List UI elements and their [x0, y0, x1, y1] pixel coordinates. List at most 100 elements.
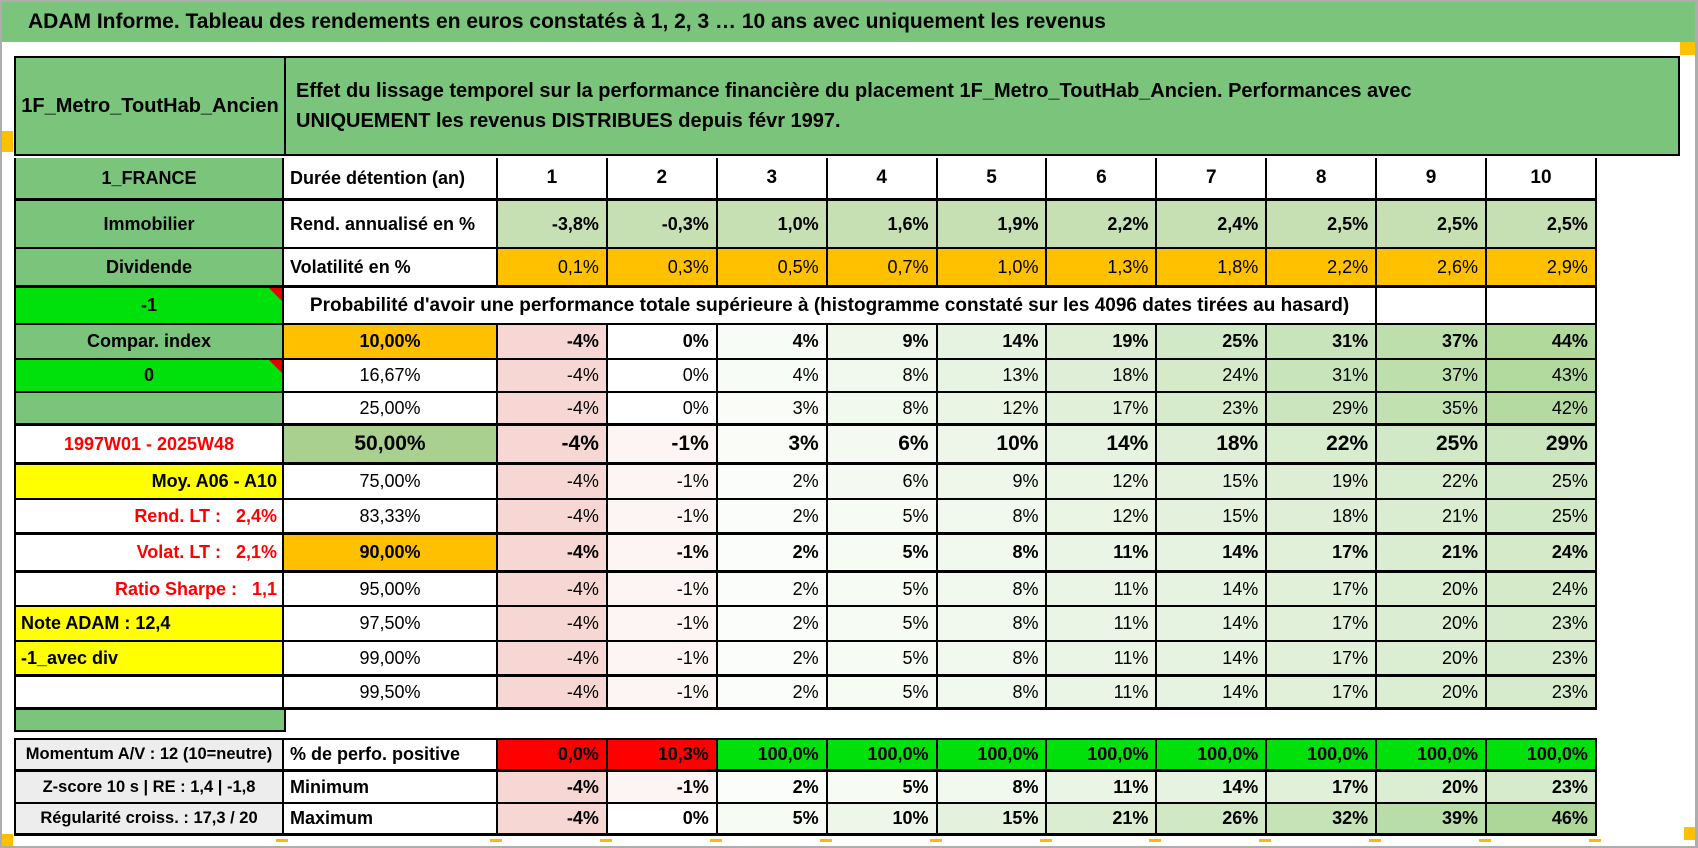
main-label-cell-r11[interactable]: 95,00% [284, 573, 498, 607]
main-data-cell-r1-c6[interactable]: 2,4% [1157, 201, 1268, 249]
main-left-cell-r14[interactable] [14, 677, 284, 710]
main-data-cell-r2-c0[interactable]: 0,1% [498, 249, 608, 288]
main-data-cell-r10-c4[interactable]: 8% [937, 535, 1048, 573]
main-data-cell-r5-c8[interactable]: 37% [1377, 360, 1488, 393]
main-left-cell-r10[interactable]: Volat. LT : 2,1% [14, 535, 284, 573]
bottom-data-cell-r0-c5[interactable]: 100,0% [1047, 740, 1158, 772]
main-data-cell-r6-c0[interactable]: -4% [498, 393, 608, 426]
bottom-data-cell-r0-c9[interactable]: 100,0% [1487, 740, 1597, 772]
main-data-cell-r13-c5[interactable]: 11% [1047, 642, 1158, 677]
main-data-cell-r9-c3[interactable]: 5% [827, 500, 938, 535]
main-label-cell-r5[interactable]: 16,67% [284, 360, 498, 393]
main-data-cell-r2-c5[interactable]: 1,3% [1047, 249, 1158, 288]
bottom-data-cell-r1-c4[interactable]: 8% [937, 772, 1048, 804]
main-data-cell-r12-c4[interactable]: 8% [937, 607, 1048, 642]
main-data-cell-r12-c9[interactable]: 23% [1487, 607, 1597, 642]
main-data-cell-r2-c4[interactable]: 1,0% [937, 249, 1048, 288]
main-data-cell-r6-c4[interactable]: 12% [937, 393, 1048, 426]
main-label-cell-r10[interactable]: 90,00% [284, 535, 498, 573]
main-data-cell-r11-c4[interactable]: 8% [937, 573, 1048, 607]
main-left-cell-r13[interactable]: -1_avec div [14, 642, 284, 677]
main-data-cell-r12-c3[interactable]: 5% [827, 607, 938, 642]
main-data-cell-r2-c3[interactable]: 0,7% [827, 249, 938, 288]
main-data-cell-r6-c1[interactable]: 0% [607, 393, 718, 426]
main-data-cell-r4-c4[interactable]: 14% [937, 325, 1048, 360]
main-data-cell-r14-c0[interactable]: -4% [498, 677, 608, 710]
main-data-cell-r1-c7[interactable]: 2,5% [1267, 201, 1378, 249]
main-data-cell-r6-c5[interactable]: 17% [1047, 393, 1158, 426]
col-header-2[interactable]: 2 [607, 158, 718, 201]
main-label-cell-r14[interactable]: 99,50% [284, 677, 498, 710]
main-data-cell-r1-c4[interactable]: 1,9% [937, 201, 1048, 249]
bottom-data-cell-r2-c5[interactable]: 21% [1047, 804, 1158, 836]
main-data-cell-r10-c7[interactable]: 17% [1267, 535, 1378, 573]
main-data-cell-r9-c6[interactable]: 15% [1157, 500, 1268, 535]
main-left-cell-r3[interactable]: -1 [14, 288, 284, 325]
bottom-data-cell-r1-c6[interactable]: 14% [1157, 772, 1268, 804]
main-data-cell-r7-c9[interactable]: 29% [1487, 426, 1597, 465]
bottom-data-cell-r0-c2[interactable]: 100,0% [717, 740, 828, 772]
col-header-10[interactable]: 10 [1487, 158, 1597, 201]
main-data-cell-r5-c0[interactable]: -4% [498, 360, 608, 393]
main-data-cell-r11-c5[interactable]: 11% [1047, 573, 1158, 607]
main-data-cell-r13-c2[interactable]: 2% [717, 642, 828, 677]
main-data-cell-r4-c6[interactable]: 25% [1157, 325, 1268, 360]
main-data-cell-r10-c3[interactable]: 5% [827, 535, 938, 573]
main-label-cell-r1[interactable]: Rend. annualisé en % [284, 201, 498, 249]
main-data-cell-r8-c3[interactable]: 6% [827, 465, 938, 500]
main-data-cell-r14-c3[interactable]: 5% [827, 677, 938, 710]
main-data-cell-r7-c7[interactable]: 22% [1267, 426, 1378, 465]
col-header-5[interactable]: 5 [937, 158, 1048, 201]
main-data-cell-r12-c1[interactable]: -1% [607, 607, 718, 642]
main-label-cell-r7[interactable]: 50,00% [284, 426, 498, 465]
main-data-cell-r10-c2[interactable]: 2% [717, 535, 828, 573]
main-empty-cell-r3-c0[interactable] [1377, 288, 1488, 325]
main-data-cell-r8-c9[interactable]: 25% [1487, 465, 1597, 500]
main-data-cell-r2-c2[interactable]: 0,5% [717, 249, 828, 288]
col-header-6[interactable]: 6 [1047, 158, 1158, 201]
main-label-cell-r12[interactable]: 97,50% [284, 607, 498, 642]
bottom-data-cell-r0-c1[interactable]: 10,3% [607, 740, 718, 772]
main-data-cell-r7-c6[interactable]: 18% [1157, 426, 1268, 465]
col-header-8[interactable]: 8 [1267, 158, 1378, 201]
main-data-cell-r13-c8[interactable]: 20% [1377, 642, 1488, 677]
main-data-cell-r12-c8[interactable]: 20% [1377, 607, 1488, 642]
bottom-data-cell-r1-c3[interactable]: 5% [827, 772, 938, 804]
main-data-cell-r8-c7[interactable]: 19% [1267, 465, 1378, 500]
main-data-cell-r7-c3[interactable]: 6% [827, 426, 938, 465]
main-data-cell-r7-c0[interactable]: -4% [498, 426, 608, 465]
main-label-cell-r0[interactable]: Durée détention (an) [284, 158, 498, 201]
main-data-cell-r1-c5[interactable]: 2,2% [1047, 201, 1158, 249]
main-left-cell-r9[interactable]: Rend. LT : 2,4% [14, 500, 284, 535]
main-data-cell-r9-c4[interactable]: 8% [937, 500, 1048, 535]
main-data-cell-r10-c5[interactable]: 11% [1047, 535, 1158, 573]
main-data-cell-r9-c0[interactable]: -4% [498, 500, 608, 535]
main-data-cell-r9-c1[interactable]: -1% [607, 500, 718, 535]
product-name-cell[interactable]: 1F_Metro_ToutHab_Ancien [16, 58, 286, 154]
main-data-cell-r2-c9[interactable]: 2,9% [1487, 249, 1597, 288]
main-data-cell-r6-c3[interactable]: 8% [827, 393, 938, 426]
main-left-cell-r12[interactable]: Note ADAM : 12,4 [14, 607, 284, 642]
bottom-label-cell-r0[interactable]: % de perfo. positive [284, 740, 498, 772]
bottom-data-cell-r1-c8[interactable]: 20% [1377, 772, 1488, 804]
bottom-data-cell-r1-c2[interactable]: 2% [717, 772, 828, 804]
main-data-cell-r1-c8[interactable]: 2,5% [1377, 201, 1488, 249]
bottom-left-cell-r0[interactable]: Momentum A/V : 12 (10=neutre) [14, 740, 284, 772]
main-data-cell-r12-c6[interactable]: 14% [1157, 607, 1268, 642]
main-data-cell-r13-c9[interactable]: 23% [1487, 642, 1597, 677]
main-data-cell-r11-c1[interactable]: -1% [607, 573, 718, 607]
main-data-cell-r2-c1[interactable]: 0,3% [607, 249, 718, 288]
main-data-cell-r10-c8[interactable]: 21% [1377, 535, 1488, 573]
main-data-cell-r6-c2[interactable]: 3% [717, 393, 828, 426]
main-data-cell-r2-c8[interactable]: 2,6% [1377, 249, 1488, 288]
main-data-cell-r11-c9[interactable]: 24% [1487, 573, 1597, 607]
main-data-cell-r8-c2[interactable]: 2% [717, 465, 828, 500]
bottom-left-cell-r1[interactable]: Z-score 10 s | RE : 1,4 | -1,8 [14, 772, 284, 804]
main-left-cell-r4[interactable]: Compar. index [14, 325, 284, 360]
main-left-cell-r2[interactable]: Dividende [14, 249, 284, 288]
main-label-cell-r6[interactable]: 25,00% [284, 393, 498, 426]
main-data-cell-r7-c1[interactable]: -1% [607, 426, 718, 465]
main-data-cell-r1-c1[interactable]: -0,3% [607, 201, 718, 249]
bottom-data-cell-r0-c7[interactable]: 100,0% [1267, 740, 1378, 772]
main-data-cell-r12-c7[interactable]: 17% [1267, 607, 1378, 642]
